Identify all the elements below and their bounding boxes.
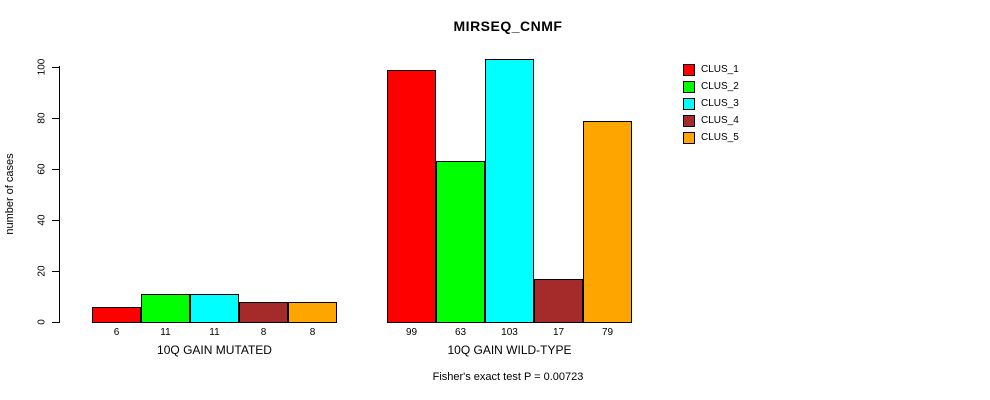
bar-clus_5-group1 [288, 302, 337, 323]
y-axis-line [59, 66, 60, 323]
legend-label-clus_1: CLUS_1 [701, 64, 739, 75]
bar-value-clus_4-group1: 8 [260, 327, 267, 338]
legend-row-clus_1: CLUS_1 [683, 61, 739, 78]
bar-value-clus_1-group2: 99 [405, 327, 418, 338]
category-label-2: 10Q GAIN WILD-TYPE [447, 343, 572, 357]
y-tick-label-60: 60 [36, 163, 48, 175]
bar-clus_2-group1 [141, 294, 190, 323]
bar-value-clus_5-group1: 8 [309, 327, 316, 338]
y-tick-mark-0 [52, 322, 59, 323]
legend-row-clus_2: CLUS_2 [683, 78, 739, 95]
bar-value-clus_1-group1: 6 [113, 327, 120, 338]
y-tick-label-80: 80 [36, 112, 48, 124]
fisher-test-annotation: Fisher's exact test P = 0.00723 [432, 371, 584, 383]
bar-value-clus_2-group1: 11 [160, 327, 171, 338]
bar-clus_1-group2 [387, 70, 436, 323]
legend-row-clus_3: CLUS_3 [683, 95, 739, 112]
bar-clus_1-group1 [92, 307, 141, 323]
bar-clus_2-group2 [436, 161, 485, 323]
legend-row-clus_4: CLUS_4 [683, 112, 739, 129]
bar-clus_5-group2 [583, 121, 632, 323]
y-tick-label-0: 0 [36, 319, 48, 325]
bar-value-clus_3-group1: 11 [209, 327, 220, 338]
legend-swatch-clus_4 [683, 114, 695, 127]
y-tick-mark-100 [52, 67, 59, 68]
y-tick-label-40: 40 [36, 214, 48, 226]
legend-swatch-clus_3 [683, 97, 695, 110]
category-label-1: 10Q GAIN MUTATED [157, 343, 272, 357]
chart-title: MIRSEQ_CNMF [453, 18, 563, 34]
legend-label-clus_4: CLUS_4 [701, 115, 739, 126]
y-tick-label-100: 100 [36, 58, 48, 76]
y-tick-label-20: 20 [36, 265, 48, 277]
legend-label-clus_3: CLUS_3 [701, 98, 739, 109]
bar-clus_3-group1 [190, 294, 239, 323]
bar-value-clus_5-group2: 79 [601, 327, 614, 338]
bar-clus_3-group2 [485, 59, 534, 323]
y-tick-mark-20 [52, 271, 59, 272]
legend-label-clus_2: CLUS_2 [701, 81, 739, 92]
bar-clus_4-group2 [534, 279, 583, 323]
legend-row-clus_5: CLUS_5 [683, 129, 739, 146]
y-axis-label: number of cases [4, 153, 16, 235]
legend: CLUS_1 CLUS_2 CLUS_3 CLUS_4 CLUS_5 [683, 61, 739, 146]
legend-swatch-clus_5 [683, 131, 695, 144]
legend-swatch-clus_2 [683, 80, 695, 93]
legend-swatch-clus_1 [683, 63, 695, 76]
bar-clus_4-group1 [239, 302, 288, 323]
legend-label-clus_5: CLUS_5 [701, 132, 739, 143]
bar-value-clus_4-group2: 17 [552, 327, 565, 338]
y-tick-mark-60 [52, 169, 59, 170]
y-tick-mark-80 [52, 118, 59, 119]
bar-value-clus_2-group2: 63 [454, 327, 467, 338]
bar-value-clus_3-group2: 103 [501, 327, 518, 338]
y-tick-mark-40 [52, 220, 59, 221]
